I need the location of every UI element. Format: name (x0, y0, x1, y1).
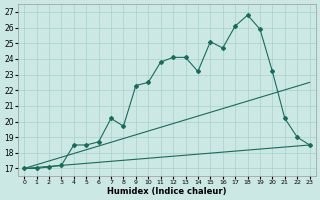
X-axis label: Humidex (Indice chaleur): Humidex (Indice chaleur) (107, 187, 227, 196)
